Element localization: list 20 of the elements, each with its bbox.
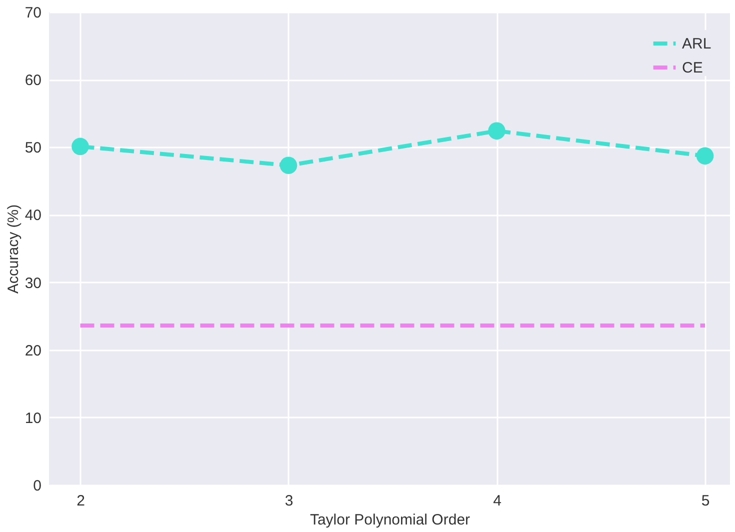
point [488,122,506,140]
x-tick-label: 2 [76,492,85,510]
x-tick-label: 3 [284,492,294,510]
y-tick-label: 40 [24,207,42,224]
y-tick-label: 0 [33,478,42,494]
y-tick-label: 30 [24,274,42,292]
y-tick-label: 50 [24,140,42,157]
y-tick-label: 70 [24,4,42,22]
legend-label: ARL [682,36,712,52]
y-tick-label: 10 [24,410,42,427]
y-tick-label: 60 [24,72,42,90]
x-axis-title: Taylor Polynomial Order [310,512,470,528]
point [72,138,89,156]
y-axis-title: Accuracy (%) [4,204,22,294]
point [696,147,714,165]
x-tick-label: 4 [493,492,502,510]
x-tick-label: 5 [701,492,710,510]
y-tick-label: 20 [24,342,42,360]
point [280,156,298,174]
legend-label: CE [682,60,703,76]
